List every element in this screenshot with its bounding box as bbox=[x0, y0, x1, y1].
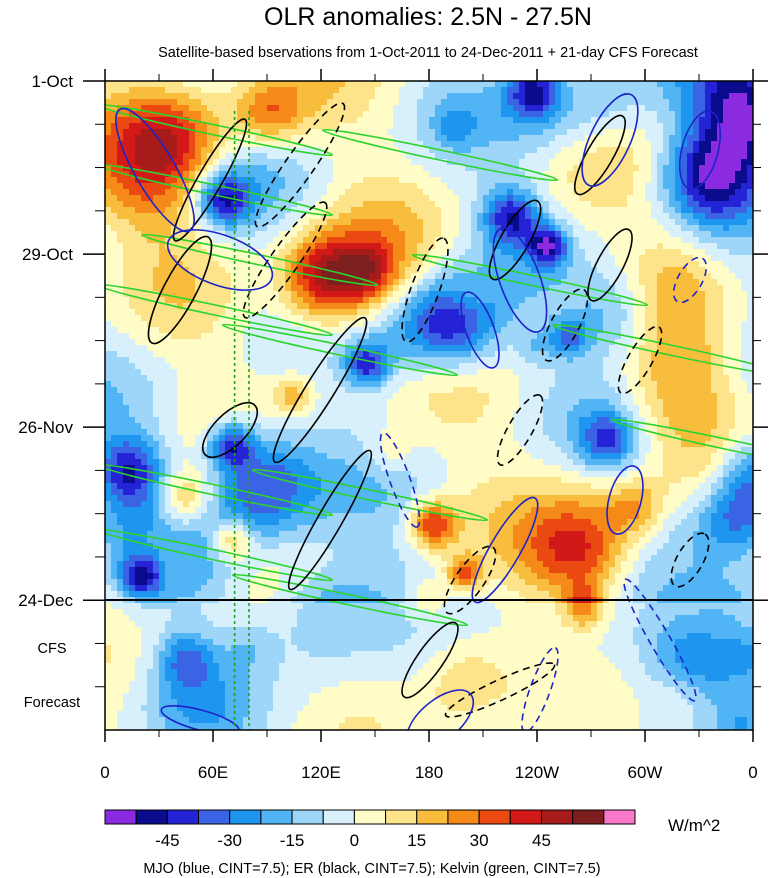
axes: 0 60E 120E 180 120W 60W 0 1-Oct 29-Oct 26-Nov 24-D… bbox=[18, 69, 768, 782]
colorbar-tick-label: 45 bbox=[532, 831, 551, 850]
er-contour bbox=[254, 102, 346, 228]
x-tick-label: 60W bbox=[628, 763, 663, 782]
er-contour bbox=[541, 288, 589, 362]
mjo-contour bbox=[623, 578, 697, 702]
colorbar-swatch bbox=[572, 809, 605, 825]
er-contours bbox=[147, 102, 710, 718]
kelvin-contour bbox=[231, 573, 469, 627]
mjo-contour bbox=[521, 646, 559, 730]
colorbar-swatch bbox=[478, 809, 511, 825]
kelvin-contour bbox=[105, 103, 334, 157]
er-contour bbox=[670, 532, 710, 588]
er-contour bbox=[272, 316, 368, 464]
mjo-contour bbox=[606, 465, 644, 535]
y-tick-label: 1-Oct bbox=[31, 72, 73, 91]
mjo-contour bbox=[460, 291, 500, 369]
er-contour bbox=[201, 401, 259, 459]
colorbar-tick-label: 30 bbox=[470, 831, 489, 850]
colorbar-swatch bbox=[198, 809, 231, 825]
er-contour bbox=[617, 325, 663, 395]
er-contour bbox=[172, 118, 248, 242]
er-contour bbox=[488, 199, 542, 281]
colorbar-swatch bbox=[540, 809, 574, 825]
kelvin-contour bbox=[105, 463, 334, 517]
olr-anomaly-field bbox=[105, 81, 753, 730]
mjo-contour bbox=[405, 689, 475, 730]
er-contour bbox=[574, 114, 626, 196]
x-tick-label: 60E bbox=[198, 763, 228, 782]
y-tick-label: 24-Dec bbox=[18, 591, 73, 610]
kelvin-contours bbox=[105, 103, 753, 627]
kelvin-contour bbox=[105, 283, 334, 337]
mjo-contour bbox=[471, 496, 539, 604]
colorbar: -45 -30 -15 0 15 30 45 bbox=[104, 809, 636, 850]
colorbar-tick-label: -15 bbox=[280, 831, 305, 850]
x-tick-label: 120E bbox=[301, 763, 341, 782]
colorbar-swatch bbox=[260, 809, 293, 825]
er-contour bbox=[401, 621, 459, 699]
colorbar-swatch bbox=[229, 809, 262, 825]
colorbar-swatch bbox=[322, 809, 355, 825]
kelvin-contour bbox=[221, 323, 459, 377]
kelvin-contour bbox=[105, 163, 334, 217]
er-contour bbox=[401, 237, 449, 343]
forecast-label-line2: Forecast bbox=[24, 695, 80, 711]
colorbar-swatch bbox=[385, 809, 418, 825]
er-contour bbox=[444, 662, 556, 718]
er-contour bbox=[496, 394, 544, 466]
mjo-contour bbox=[581, 93, 639, 187]
colorbar-swatch bbox=[416, 809, 449, 825]
y-tick-label: 26-Nov bbox=[18, 418, 73, 437]
mjo-contour bbox=[678, 110, 722, 190]
kelvin-contour bbox=[251, 468, 489, 522]
colorbar-tick-label: -45 bbox=[155, 831, 180, 850]
x-tick-label: 0 bbox=[748, 763, 757, 782]
forecast-label-line1: CFS bbox=[38, 641, 67, 657]
y-tick-label: 29-Oct bbox=[22, 245, 73, 264]
colorbar-swatch bbox=[104, 809, 137, 825]
colorbar-tick-label: 15 bbox=[407, 831, 426, 850]
x-tick-label: 0 bbox=[100, 763, 109, 782]
er-contour bbox=[147, 235, 213, 345]
colorbar-swatch bbox=[509, 809, 542, 825]
kelvin-contour bbox=[321, 128, 559, 182]
chart-subtitle: Satellite-based bservations from 1-Oct-2… bbox=[158, 45, 698, 61]
x-tick-label: 180 bbox=[415, 763, 443, 782]
er-contour bbox=[443, 545, 497, 615]
er-contour bbox=[242, 201, 328, 319]
colorbar-swatch bbox=[353, 809, 387, 825]
colorbar-tick-label: -30 bbox=[217, 831, 242, 850]
mjo-contour bbox=[166, 229, 274, 291]
mjo-contour bbox=[492, 227, 548, 333]
kelvin-contour bbox=[105, 528, 334, 582]
colorbar-swatch bbox=[447, 809, 480, 825]
kelvin-contour bbox=[611, 418, 753, 472]
contour-legend-text: MJO (blue, CINT=7.5); ER (black, CINT=7.… bbox=[143, 861, 600, 877]
kelvin-contour bbox=[411, 253, 649, 307]
colorbar-swatch bbox=[291, 809, 324, 825]
colorbar-tick-label: 0 bbox=[350, 831, 359, 850]
mjo-contour bbox=[672, 256, 708, 304]
colorbar-units: W/m^2 bbox=[668, 816, 720, 835]
mjo-contour bbox=[379, 432, 421, 528]
mjo-contours bbox=[115, 93, 722, 730]
x-tick-label: 120W bbox=[515, 763, 559, 782]
er-contour bbox=[587, 228, 633, 302]
chart-title: OLR anomalies: 2.5N - 27.5N bbox=[264, 3, 592, 31]
plot-area bbox=[105, 81, 753, 730]
colorbar-swatch bbox=[135, 809, 168, 825]
kelvin-contour bbox=[551, 323, 753, 377]
colorbar-swatch bbox=[603, 809, 636, 825]
er-contour bbox=[287, 449, 373, 591]
colorbar-swatch bbox=[166, 809, 200, 825]
